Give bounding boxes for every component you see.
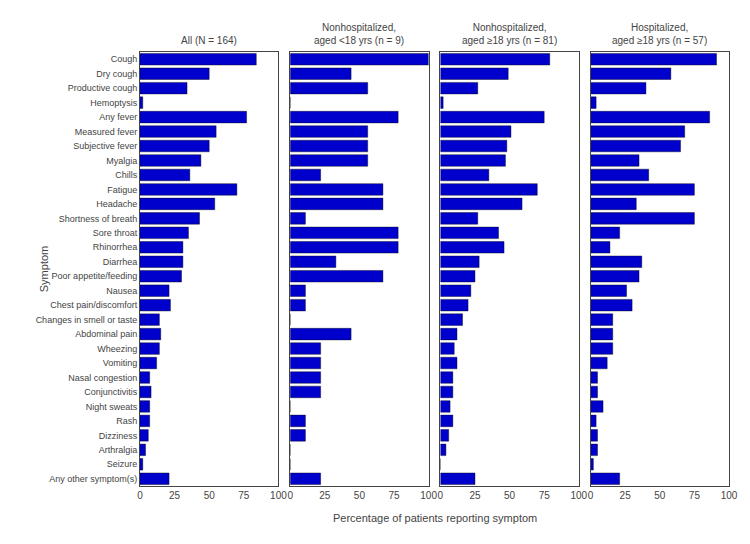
svg-text:Myalgia: Myalgia xyxy=(106,156,137,166)
svg-text:Productive cough: Productive cough xyxy=(68,83,138,93)
svg-text:0: 0 xyxy=(588,490,594,501)
svg-text:25: 25 xyxy=(169,490,181,501)
svg-text:50: 50 xyxy=(654,490,666,501)
svg-text:Arthralgia: Arthralgia xyxy=(99,445,138,455)
svg-text:Measured fever: Measured fever xyxy=(75,127,138,137)
svg-text:Night sweats: Night sweats xyxy=(86,402,138,412)
svg-text:50: 50 xyxy=(504,490,516,501)
svg-text:75: 75 xyxy=(388,490,400,501)
svg-text:Diarrhea: Diarrhea xyxy=(103,257,138,267)
svg-text:100: 100 xyxy=(570,490,587,501)
svg-text:Percentage of patients reporti: Percentage of patients reporting symptom xyxy=(333,512,537,524)
svg-text:Nasal congestion: Nasal congestion xyxy=(68,373,137,383)
svg-text:100: 100 xyxy=(721,490,738,501)
svg-text:100: 100 xyxy=(270,490,287,501)
svg-text:75: 75 xyxy=(539,490,551,501)
svg-text:Hemoptysis: Hemoptysis xyxy=(90,98,138,108)
svg-text:Chills: Chills xyxy=(115,170,138,180)
svg-text:Any other symptom(s): Any other symptom(s) xyxy=(49,474,137,484)
svg-text:Chest pain/discomfort: Chest pain/discomfort xyxy=(50,300,138,310)
svg-text:Rash: Rash xyxy=(116,416,137,426)
svg-text:Symptom: Symptom xyxy=(38,246,50,292)
svg-text:Rhinorrhea: Rhinorrhea xyxy=(93,242,138,252)
svg-text:25: 25 xyxy=(620,490,632,501)
svg-text:75: 75 xyxy=(689,490,701,501)
svg-text:75: 75 xyxy=(238,490,250,501)
svg-text:25: 25 xyxy=(469,490,481,501)
svg-text:Hospitalized,aged ≥18 yrs (n =: Hospitalized,aged ≥18 yrs (n = 57) xyxy=(612,22,707,46)
svg-text:Changes in smell or taste: Changes in smell or taste xyxy=(36,315,138,325)
svg-text:Cough: Cough xyxy=(111,54,138,64)
svg-text:Dry cough: Dry cough xyxy=(96,69,137,79)
svg-text:Nonhospitalized,aged ≥18 yrs (: Nonhospitalized,aged ≥18 yrs (n = 81) xyxy=(462,22,557,46)
svg-text:Headache: Headache xyxy=(96,199,137,209)
svg-text:Subjective fever: Subjective fever xyxy=(73,141,137,151)
svg-text:Abdominal pain: Abdominal pain xyxy=(75,329,137,339)
svg-text:0: 0 xyxy=(438,490,444,501)
svg-text:Wheezing: Wheezing xyxy=(97,344,137,354)
svg-text:0: 0 xyxy=(137,490,143,501)
svg-text:All (N = 164): All (N = 164) xyxy=(181,35,237,46)
svg-text:Nonhospitalized,aged <18 yrs (: Nonhospitalized,aged <18 yrs (n = 9) xyxy=(314,22,404,46)
svg-text:Dizziness: Dizziness xyxy=(99,431,138,441)
svg-text:Fatigue: Fatigue xyxy=(107,185,137,195)
svg-text:25: 25 xyxy=(319,490,331,501)
svg-text:Conjunctivitis: Conjunctivitis xyxy=(84,387,138,397)
svg-text:0: 0 xyxy=(287,490,293,501)
svg-text:Sore throat: Sore throat xyxy=(93,228,138,238)
svg-text:Nausea: Nausea xyxy=(106,286,137,296)
svg-text:Seizure: Seizure xyxy=(107,459,138,469)
svg-text:Vomiting: Vomiting xyxy=(103,358,138,368)
svg-text:100: 100 xyxy=(420,490,437,501)
svg-text:Shortness of breath: Shortness of breath xyxy=(59,214,138,224)
svg-text:Poor appetite/feeding: Poor appetite/feeding xyxy=(52,271,138,281)
svg-text:50: 50 xyxy=(204,490,216,501)
svg-text:Any fever: Any fever xyxy=(99,112,137,122)
svg-text:50: 50 xyxy=(354,490,366,501)
